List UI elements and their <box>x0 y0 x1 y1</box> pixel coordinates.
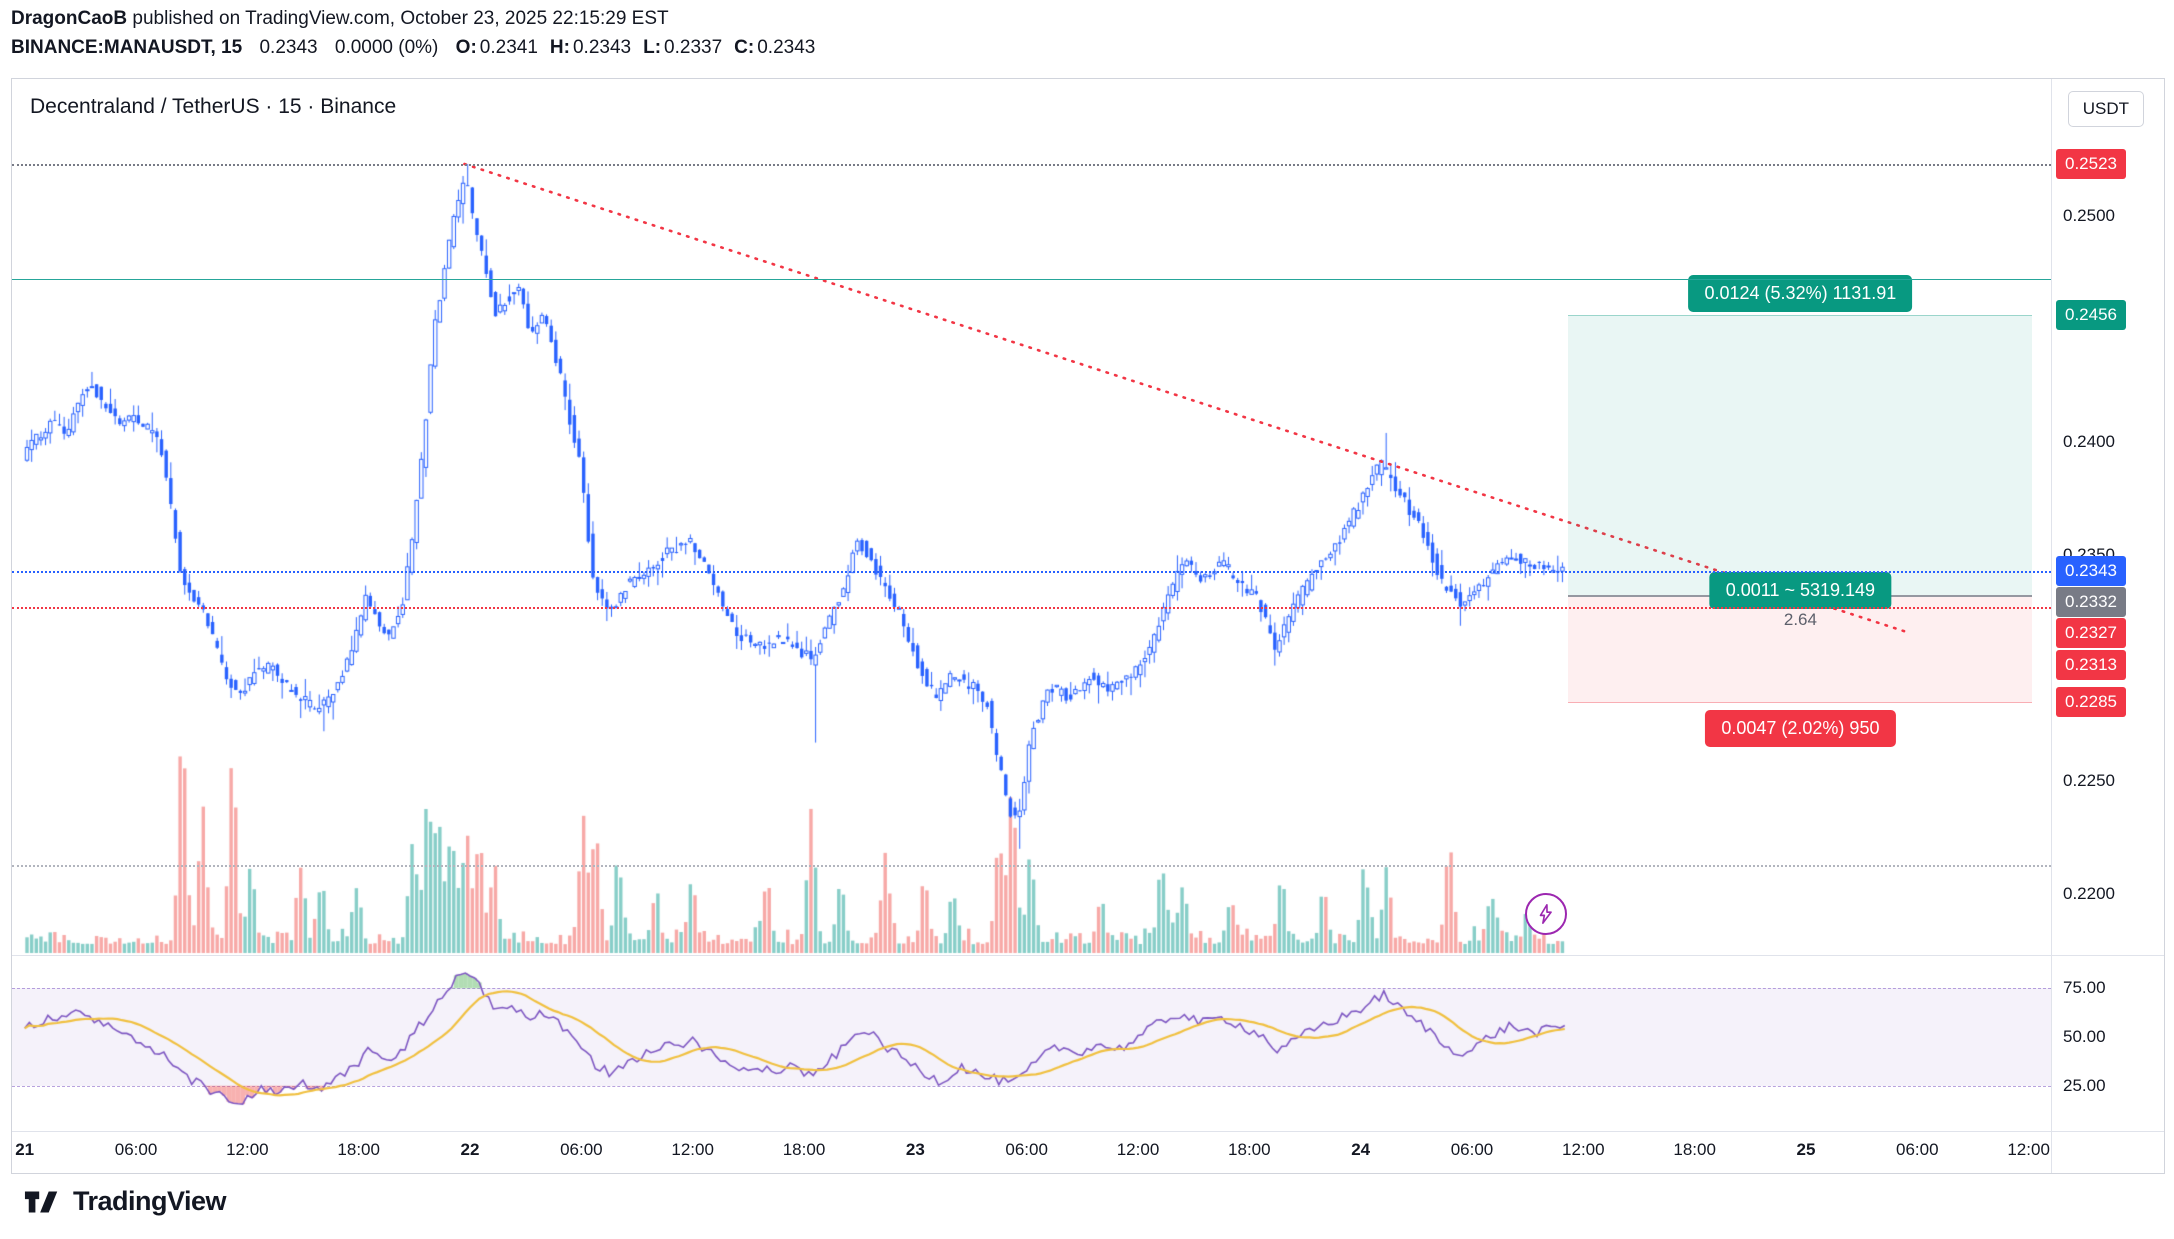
chart-area: Decentraland / TetherUS · 15 · Binance U… <box>11 78 2165 1174</box>
time-axis-label: 22 <box>460 1140 480 1159</box>
time-axis-label: 12:00 <box>1562 1140 1605 1159</box>
time-axis-label: 18:00 <box>337 1140 380 1159</box>
price-axis-badge: 0.2343 <box>2056 555 2126 586</box>
price-level-line[interactable] <box>12 279 2051 281</box>
risk-reward-ratio: 2.64 <box>1783 609 1817 629</box>
time-axis-label: 23 <box>905 1140 925 1159</box>
symbol-info-line: BINANCE:MANAUSDT, 15 0.2343 0.0000 (0%) … <box>11 35 827 61</box>
rsi-axis-label: 75.00 <box>2063 978 2106 998</box>
time-axis-label: 24 <box>1351 1140 1371 1159</box>
price-level-line[interactable] <box>12 606 2051 609</box>
time-axis-label: 06:00 <box>1450 1140 1494 1159</box>
profit-target-label[interactable]: 0.0124 (5.32%) 1131.91 <box>1688 275 1913 313</box>
ohlc-key: C: <box>734 37 755 58</box>
stop-loss-label[interactable]: 0.0047 (2.02%) 950 <box>1705 709 1896 747</box>
time-axis-label: 12:00 <box>1116 1140 1160 1159</box>
price-axis-badge: 0.2313 <box>2056 649 2126 680</box>
time-axis-label: 06:00 <box>1896 1140 1939 1159</box>
ohlc-value: 0.2343 <box>572 37 632 58</box>
price-axis-label: 0.2400 <box>2063 432 2115 451</box>
price-change: 0.0000 (0%) <box>334 37 439 58</box>
time-axis-label: 06:00 <box>114 1140 158 1159</box>
publish-header: DragonCaoB published on TradingView.com,… <box>11 6 827 61</box>
time-axis-label: 06:00 <box>560 1140 603 1159</box>
price-axis-label: 0.2500 <box>2063 206 2115 225</box>
entry-quantity-label[interactable]: 0.0011 ~ 5319.149 <box>1709 571 1892 609</box>
loss-zone[interactable] <box>1568 595 2033 703</box>
pane-separator[interactable] <box>12 955 2164 956</box>
symbol-ticker: BINANCE:MANAUSDT, 15 <box>11 37 243 58</box>
currency-toggle-button[interactable]: USDT <box>2067 91 2144 127</box>
chart-title: Decentraland / TetherUS · 15 · Binance <box>30 95 397 118</box>
price-axis-badge: 0.2327 <box>2056 617 2126 648</box>
price-level-line[interactable] <box>12 570 2051 573</box>
time-axis-label: 18:00 <box>1228 1140 1271 1159</box>
publish-meta: published on TradingView.com, October 23… <box>127 8 669 29</box>
ohlc-key: O: <box>455 37 477 58</box>
tradingview-logo-icon <box>24 1191 58 1212</box>
time-axis-label: 12:00 <box>226 1140 269 1159</box>
price-level-line[interactable] <box>12 164 2051 167</box>
ohlc-value: 0.2337 <box>664 37 723 58</box>
lightning-icon <box>1539 904 1552 924</box>
time-axis-label: 21 <box>15 1140 35 1159</box>
time-axis-label: 06:00 <box>1005 1140 1048 1159</box>
attribution[interactable]: TradingView <box>24 1186 227 1217</box>
time-axis-label: 18:00 <box>1673 1140 1716 1159</box>
last-price: 0.2343 <box>259 37 318 58</box>
ohlc-value: 0.2343 <box>757 37 816 58</box>
brand-name: TradingView <box>73 1186 227 1216</box>
time-axis-separator <box>12 1131 2164 1132</box>
price-axis-label: 0.2250 <box>2063 771 2115 790</box>
publish-line: DragonCaoB published on TradingView.com,… <box>11 6 827 31</box>
price-axis-badge: 0.2456 <box>2056 300 2126 331</box>
price-axis-badge: 0.2523 <box>2056 149 2126 180</box>
price-axis-label: 0.2200 <box>2063 884 2115 903</box>
rsi-axis-label: 25.00 <box>2063 1075 2106 1095</box>
rsi-axis-label: 50.00 <box>2063 1027 2106 1046</box>
ohlc-key: H: <box>549 37 570 58</box>
price-axis-badge: 0.2285 <box>2056 686 2126 717</box>
ohlc-value: 0.2341 <box>479 37 538 58</box>
time-axis-label: 18:00 <box>782 1140 826 1159</box>
ohlc-summary: O: 0.2341 H: 0.2343 L: 0.2337 C: 0.2343 <box>456 37 828 58</box>
boost-button[interactable] <box>1525 893 1567 935</box>
time-axis-label: 12:00 <box>2007 1140 2050 1159</box>
price-axis-badge: 0.2332 <box>2056 586 2126 617</box>
time-axis-label: 25 <box>1796 1140 1816 1159</box>
profit-zone[interactable] <box>1568 315 2033 597</box>
ohlc-key: L: <box>643 37 662 58</box>
price-level-line[interactable] <box>12 864 2051 867</box>
author-name: DragonCaoB <box>11 8 128 29</box>
time-axis-label: 12:00 <box>671 1140 714 1159</box>
